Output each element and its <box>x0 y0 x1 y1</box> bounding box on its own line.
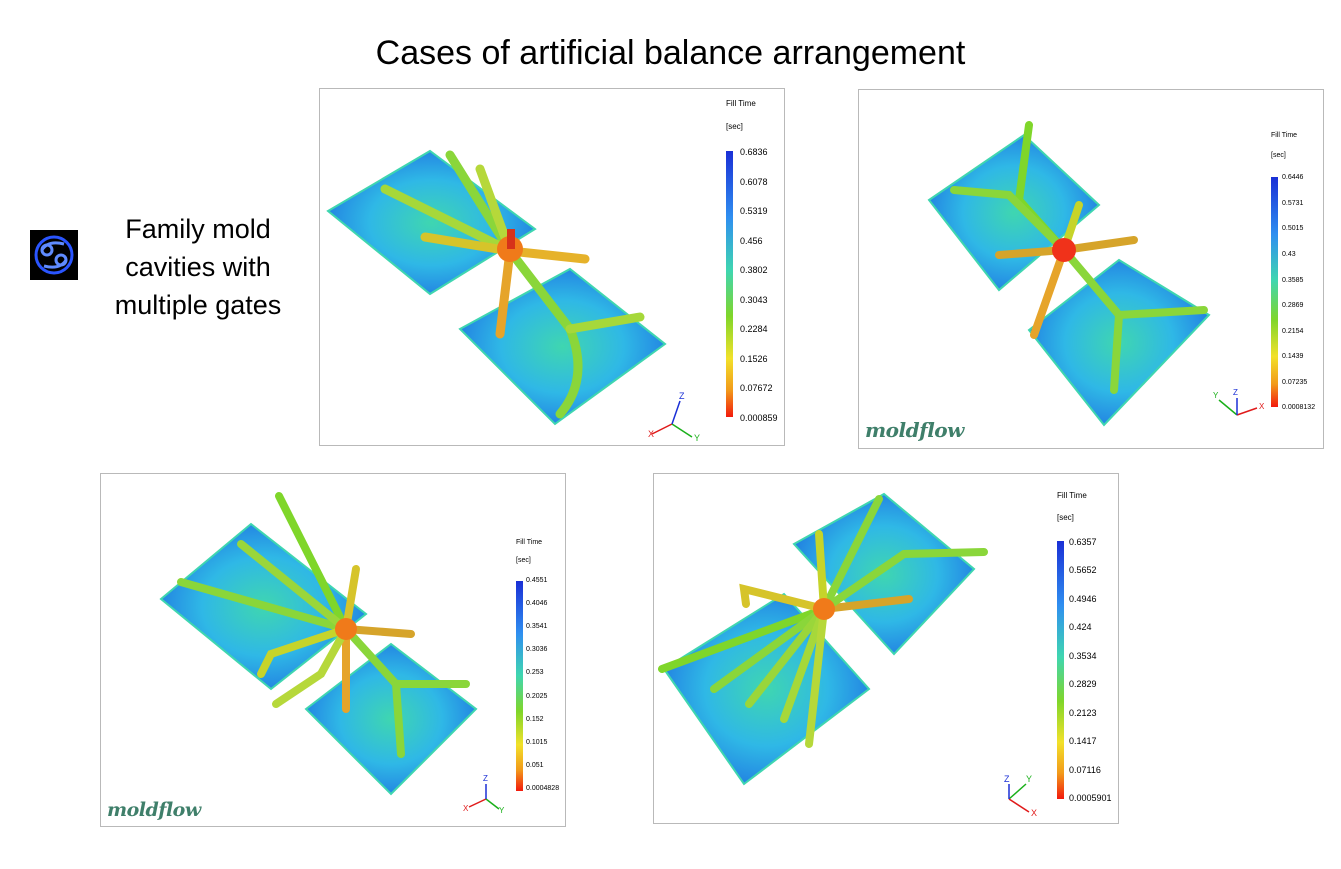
simulation-panel-3: Fill Time [sec] 0.4551 0.4046 0.3541 0.3… <box>100 473 566 827</box>
axis-triad-2 <box>1218 398 1258 416</box>
legend-tick: 0.051 <box>526 762 544 769</box>
legend-tick: 0.6357 <box>1069 537 1097 547</box>
legend-color-bar <box>726 151 733 417</box>
cancer-zodiac-icon <box>30 230 78 280</box>
legend-tick: 0.1417 <box>1069 736 1097 746</box>
legend-tick: 0.456 <box>740 236 763 246</box>
side-line-1: Family mold <box>125 214 271 244</box>
legend-tick: 0.6446 <box>1282 174 1304 181</box>
legend-tick: 0.0004828 <box>526 785 560 792</box>
legend-tick: 0.4946 <box>1069 594 1097 604</box>
fill-time-render-2 <box>927 121 1258 427</box>
legend-tick: 0.5015 <box>1282 225 1304 232</box>
legend-title: Fill Time <box>726 99 756 108</box>
axis-triad-3 <box>468 784 500 810</box>
legend-unit: [sec] <box>726 122 743 131</box>
legend-tick: 0.3043 <box>740 295 768 305</box>
legend-title: Fill Time <box>1057 491 1087 500</box>
legend-tick: 0.3036 <box>526 646 548 653</box>
slide-title: Cases of artificial balance arrangement <box>375 34 966 72</box>
legend-title: Fill Time <box>516 539 543 546</box>
axis-z-label: Z <box>483 774 488 783</box>
legend-unit: [sec] <box>516 557 531 564</box>
fill-time-render-4 <box>658 492 1030 813</box>
color-legend-1: Fill Time [sec] 0.6836 0.6078 0.5319 0.4… <box>726 99 784 429</box>
axis-x-label: X <box>648 429 655 439</box>
legend-tick: 0.3541 <box>526 623 548 630</box>
legend-tick: 0.6836 <box>740 147 768 157</box>
fill-time-render-3 <box>159 492 500 810</box>
legend-tick: 0.07116 <box>1069 765 1101 775</box>
legend-tick: 0.4551 <box>526 577 548 584</box>
moldflow-logo: moldflow <box>107 799 201 821</box>
color-legend-4: Fill Time [sec] 0.6357 0.5652 0.4946 0.4… <box>1057 491 1117 811</box>
legend-tick: 0.5319 <box>740 206 768 216</box>
axis-x-label: X <box>1259 402 1265 411</box>
legend-tick: 0.43 <box>1282 251 1296 258</box>
legend-tick: 0.5731 <box>1282 200 1304 207</box>
side-line-2: cavities with <box>125 252 271 282</box>
legend-tick: 0.2869 <box>1282 302 1304 309</box>
simulation-panel-4: Fill Time [sec] 0.6357 0.5652 0.4946 0.4… <box>653 473 1119 824</box>
legend-tick: 0.4046 <box>526 600 548 607</box>
axis-x-label: X <box>1031 808 1038 818</box>
legend-tick: 0.3534 <box>1069 651 1097 661</box>
color-legend-3: Fill Time [sec] 0.4551 0.4046 0.3541 0.3… <box>516 539 565 799</box>
legend-unit: [sec] <box>1271 152 1286 159</box>
legend-tick: 0.5652 <box>1069 565 1097 575</box>
legend-tick: 0.2154 <box>1282 328 1304 335</box>
moldflow-logo: moldflow <box>865 418 964 442</box>
legend-tick: 0.07235 <box>1282 379 1308 386</box>
axis-triad-4 <box>1008 783 1030 813</box>
legend-color-bar <box>1271 177 1278 407</box>
legend-title: Fill Time <box>1271 132 1298 139</box>
legend-tick: 0.0005901 <box>1069 793 1112 803</box>
axis-y-label: Y <box>694 433 701 443</box>
fill-time-render-1 <box>326 149 693 438</box>
axis-y-label: Y <box>499 806 505 815</box>
axis-y-label: Y <box>1026 774 1033 784</box>
legend-tick: 0.2025 <box>526 693 548 700</box>
color-legend-2: Fill Time [sec] 0.6446 0.5731 0.5015 0.4… <box>1271 132 1323 422</box>
simulation-panel-1: Fill Time [sec] 0.6836 0.6078 0.5319 0.4… <box>319 88 785 446</box>
legend-color-bar <box>516 581 523 791</box>
legend-unit: [sec] <box>1057 513 1074 522</box>
axis-z-label: Z <box>1004 774 1010 784</box>
legend-tick: 0.2123 <box>1069 708 1097 718</box>
legend-tick: 0.253 <box>526 669 544 676</box>
legend-tick: 0.424 <box>1069 622 1092 632</box>
legend-tick: 0.000859 <box>740 413 778 423</box>
legend-tick: 0.3585 <box>1282 277 1304 284</box>
side-description: Family mold cavities with multiple gates <box>98 210 298 324</box>
axis-triad-1 <box>651 400 693 438</box>
axis-z-label: Z <box>1233 388 1238 397</box>
legend-tick: 0.07672 <box>740 383 773 393</box>
simulation-panel-2: Fill Time [sec] 0.6446 0.5731 0.5015 0.4… <box>858 89 1324 449</box>
axis-y-label: Y <box>1213 391 1219 400</box>
legend-tick: 0.6078 <box>740 177 768 187</box>
legend-color-bar <box>1057 541 1064 799</box>
legend-tick: 0.1015 <box>526 739 548 746</box>
legend-tick: 0.0008132 <box>1282 404 1316 411</box>
side-line-3: multiple gates <box>114 290 282 320</box>
legend-tick: 0.2284 <box>740 324 768 334</box>
axis-z-label: Z <box>679 391 685 401</box>
legend-tick: 0.3802 <box>740 265 768 275</box>
legend-tick: 0.2829 <box>1069 679 1097 689</box>
axis-x-label: X <box>463 804 469 813</box>
legend-tick: 0.1526 <box>740 354 768 364</box>
legend-tick: 0.152 <box>526 716 544 723</box>
legend-tick: 0.1439 <box>1282 353 1304 360</box>
